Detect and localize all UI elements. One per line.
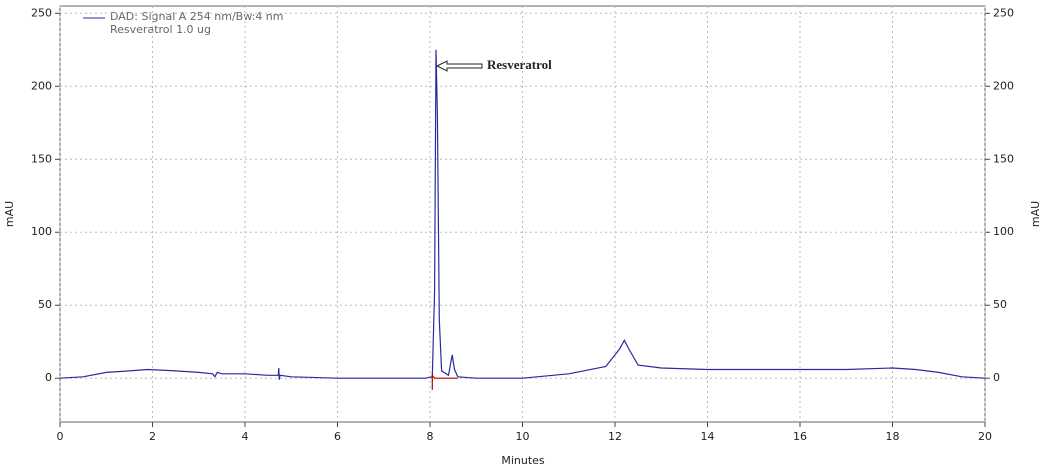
legend-entry: Resveratrol 1.0 ug <box>110 23 211 36</box>
y-tick-label: 0 <box>45 371 52 384</box>
y-axis-label: mAU <box>3 201 16 227</box>
x-axis-label: Minutes <box>501 454 545 467</box>
y2-tick-label: 50 <box>993 298 1007 311</box>
y-tick-label: 150 <box>31 152 52 165</box>
data-line <box>59 49 986 380</box>
y-tick-label: 200 <box>31 79 52 92</box>
y2-tick-label: 0 <box>993 371 1000 384</box>
x-tick-label: 6 <box>334 430 341 443</box>
y-tick-label: 100 <box>31 225 52 238</box>
data-line <box>431 373 458 390</box>
x-tick-label: 18 <box>886 430 900 443</box>
x-tick-label: 12 <box>608 430 622 443</box>
x-tick-label: 0 <box>57 430 64 443</box>
x-tick-label: 16 <box>793 430 807 443</box>
y-tick-label: 50 <box>38 298 52 311</box>
x-tick-label: 2 <box>149 430 156 443</box>
y2-axis-label: mAU <box>1029 201 1042 227</box>
y2-tick-label: 200 <box>993 79 1014 92</box>
y2-tick-label: 150 <box>993 152 1014 165</box>
y2-tick-label: 250 <box>993 6 1014 19</box>
x-tick-label: 20 <box>978 430 992 443</box>
y-tick-label: 250 <box>31 6 52 19</box>
x-tick-label: 10 <box>516 430 530 443</box>
annotation-arrow <box>435 60 483 72</box>
legend-entry: DAD: Signal A 254 nm/Bw:4 nm <box>110 10 284 23</box>
y2-tick-label: 100 <box>993 225 1014 238</box>
x-tick-label: 8 <box>427 430 434 443</box>
annotation: Resveratrol <box>487 57 552 72</box>
x-tick-label: 14 <box>701 430 715 443</box>
x-tick-label: 4 <box>242 430 249 443</box>
